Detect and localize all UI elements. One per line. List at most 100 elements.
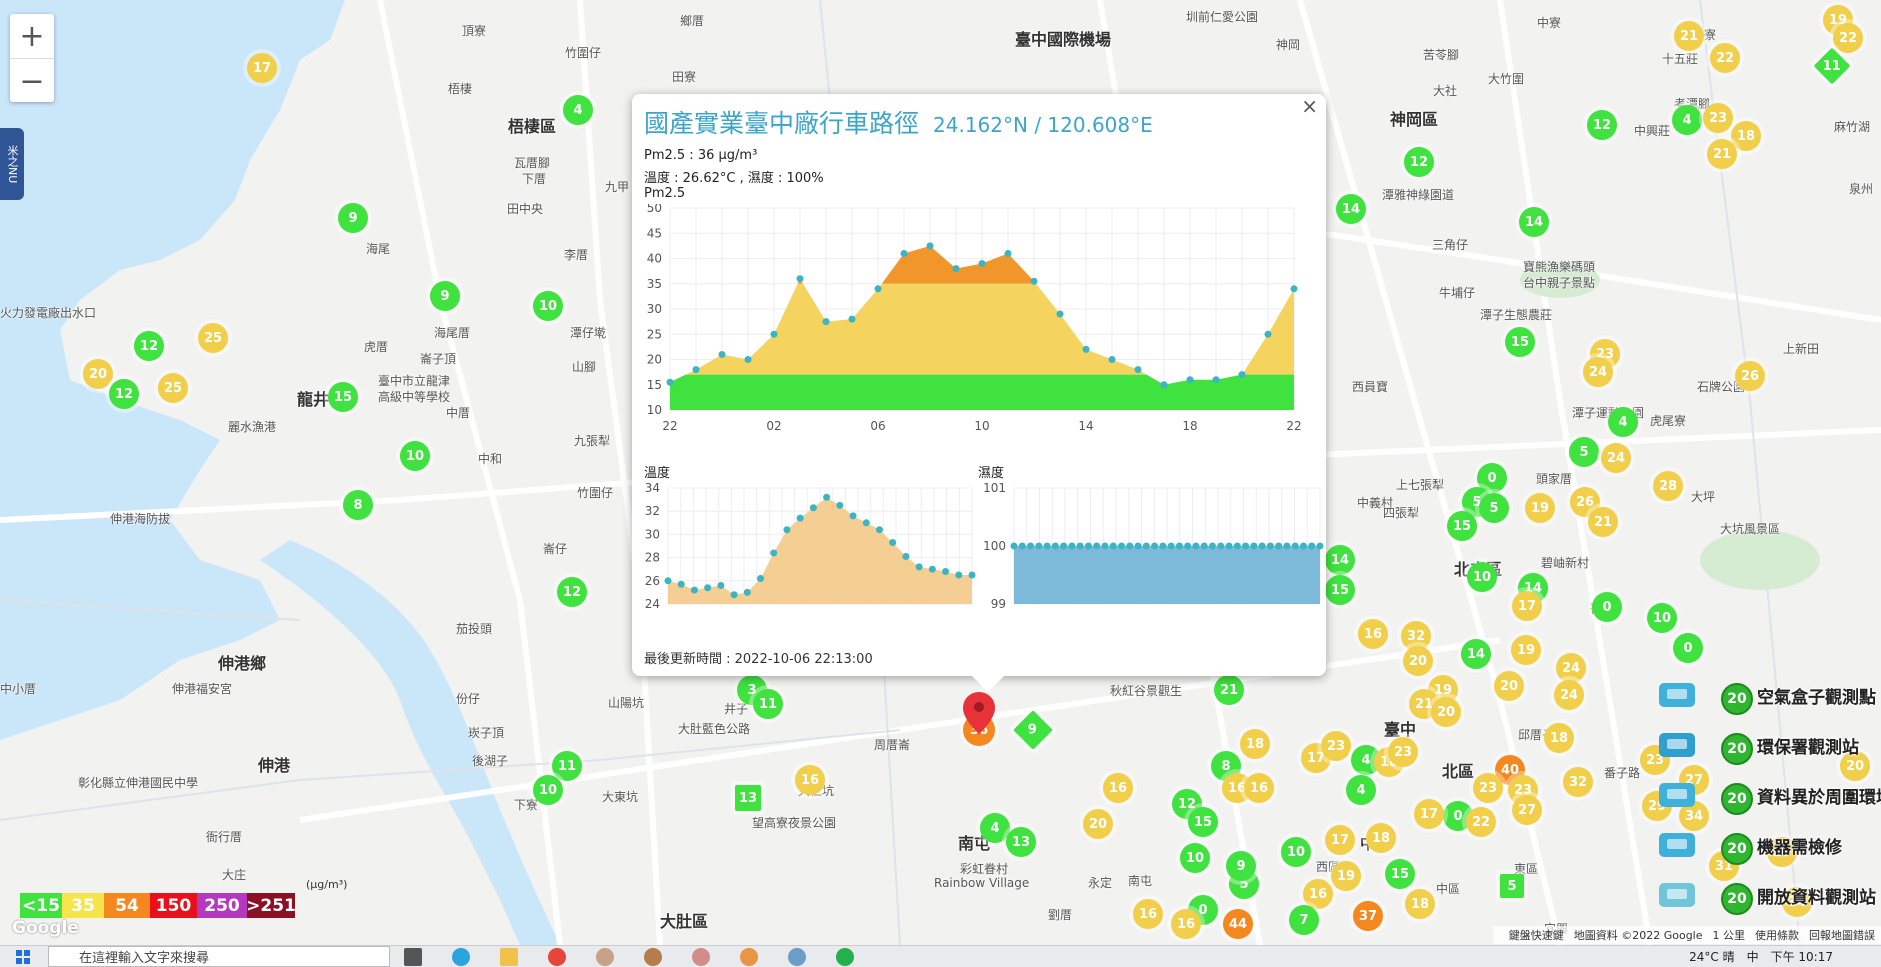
- station-marker[interactable]: 20: [1494, 671, 1524, 701]
- map[interactable]: 頂寮鄉厝臺中國際機場圳前仁愛公園中寮南雙寮十五莊考潭腳神岡苦苓腳大竹圍大社田寮竹…: [0, 0, 1881, 945]
- file-explorer-icon[interactable]: [500, 948, 518, 966]
- station-marker[interactable]: 14: [1461, 639, 1491, 669]
- station-marker[interactable]: 15: [1325, 575, 1355, 605]
- weather-status[interactable]: 24°C 晴: [1689, 950, 1735, 964]
- station-marker[interactable]: 12: [1587, 110, 1617, 140]
- attribution-item[interactable]: 回報地圖錯誤: [1809, 929, 1875, 942]
- station-marker[interactable]: 22: [1710, 43, 1740, 73]
- task-view-icon[interactable]: [404, 948, 422, 966]
- station-marker[interactable]: 5: [1500, 874, 1524, 898]
- windows-start-icon[interactable]: [16, 950, 30, 964]
- station-marker[interactable]: 32: [1563, 767, 1593, 797]
- taskbar-search-box[interactable]: 在這裡輸入文字來搜尋: [48, 946, 390, 967]
- station-marker[interactable]: 21: [1707, 139, 1737, 169]
- layer-toggle[interactable]: 20 空氣盒子觀測點: [1655, 670, 1881, 720]
- station-marker[interactable]: 9: [1226, 851, 1256, 881]
- attribution-item[interactable]: 1 公里: [1712, 929, 1746, 942]
- ime-indicator[interactable]: 中: [1746, 950, 1759, 964]
- station-marker[interactable]: 12: [557, 577, 587, 607]
- station-marker[interactable]: 22: [1466, 807, 1496, 837]
- station-marker[interactable]: 15: [1447, 511, 1477, 541]
- side-menu-tab[interactable]: 米之NU: [0, 128, 24, 200]
- station-marker[interactable]: 34: [1782, 887, 1812, 917]
- edge-icon[interactable]: [452, 948, 470, 966]
- station-marker[interactable]: 15: [1385, 859, 1415, 889]
- station-marker[interactable]: 24: [1601, 443, 1631, 473]
- station-marker[interactable]: 11: [753, 689, 783, 719]
- station-marker[interactable]: 10: [1180, 843, 1210, 873]
- station-marker[interactable]: 14: [1519, 207, 1549, 237]
- location-pin-icon[interactable]: [963, 692, 995, 734]
- station-marker[interactable]: 19: [1525, 493, 1555, 523]
- station-marker[interactable]: 12: [134, 331, 164, 361]
- station-marker[interactable]: 0: [1673, 633, 1703, 663]
- station-marker[interactable]: 16: [1103, 773, 1133, 803]
- station-marker[interactable]: 19: [1331, 861, 1361, 891]
- station-marker[interactable]: 28: [1653, 471, 1683, 501]
- station-marker[interactable]: 11: [552, 751, 582, 781]
- station-marker[interactable]: 24: [1554, 680, 1584, 710]
- station-marker[interactable]: 22: [1833, 23, 1863, 53]
- clock[interactable]: 下午 10:17: [1770, 950, 1833, 964]
- station-marker[interactable]: 20: [1403, 646, 1433, 676]
- app-icon-5[interactable]: [788, 948, 806, 966]
- station-marker[interactable]: 10: [533, 291, 563, 321]
- station-marker[interactable]: 14: [1336, 194, 1366, 224]
- station-marker[interactable]: 18: [1544, 723, 1574, 753]
- station-marker[interactable]: 21: [1214, 675, 1244, 705]
- zoom-out-button[interactable]: −: [19, 63, 45, 99]
- station-marker[interactable]: 25: [198, 323, 228, 353]
- station-marker[interactable]: 12: [109, 379, 139, 409]
- station-marker[interactable]: 9: [338, 203, 368, 233]
- app-icon-3[interactable]: [692, 948, 710, 966]
- station-marker[interactable]: 20: [83, 359, 113, 389]
- station-marker[interactable]: 24: [1583, 357, 1613, 387]
- station-marker[interactable]: 15: [1505, 327, 1535, 357]
- app-icon-1[interactable]: [596, 948, 614, 966]
- station-marker[interactable]: 25: [158, 373, 188, 403]
- station-marker[interactable]: 20: [1431, 697, 1461, 727]
- station-marker[interactable]: 17: [247, 53, 277, 83]
- spotify-icon[interactable]: [836, 948, 854, 966]
- station-marker[interactable]: 10: [533, 775, 563, 805]
- station-marker[interactable]: 4: [980, 813, 1010, 843]
- station-marker[interactable]: 20: [1083, 809, 1113, 839]
- station-marker[interactable]: 27: [1767, 837, 1797, 867]
- station-marker[interactable]: 4: [1608, 407, 1638, 437]
- station-marker[interactable]: 13: [1006, 827, 1036, 857]
- station-marker[interactable]: 16: [1171, 909, 1201, 939]
- station-marker[interactable]: 4: [1672, 105, 1702, 135]
- close-icon[interactable]: ×: [1301, 94, 1318, 118]
- station-marker[interactable]: 18: [1405, 889, 1435, 919]
- station-marker[interactable]: 10: [1281, 837, 1311, 867]
- station-marker[interactable]: 16: [1133, 899, 1163, 929]
- station-marker[interactable]: 44: [1223, 909, 1253, 939]
- station-marker[interactable]: 16: [1244, 773, 1274, 803]
- station-marker[interactable]: 13: [735, 785, 761, 811]
- station-marker[interactable]: 16: [1303, 879, 1333, 909]
- station-marker[interactable]: 18: [1366, 823, 1396, 853]
- station-marker[interactable]: 7: [1289, 905, 1319, 935]
- station-marker[interactable]: 19: [1511, 635, 1541, 665]
- station-marker[interactable]: 9: [430, 281, 460, 311]
- layer-toggle[interactable]: 20 機器需檢修: [1655, 820, 1881, 870]
- station-marker[interactable]: 10: [1467, 562, 1497, 592]
- station-marker[interactable]: 17: [1414, 799, 1444, 829]
- station-marker[interactable]: 4: [563, 95, 593, 125]
- attribution-item[interactable]: 使用條款: [1755, 929, 1799, 942]
- app-icon-4[interactable]: [740, 948, 758, 966]
- station-marker[interactable]: 23: [1703, 103, 1733, 133]
- station-marker[interactable]: 21: [1588, 507, 1618, 537]
- station-marker[interactable]: 12: [1404, 147, 1434, 177]
- station-marker[interactable]: 8: [343, 490, 373, 520]
- station-marker[interactable]: 26: [1735, 361, 1765, 391]
- station-marker[interactable]: 18: [1731, 121, 1761, 151]
- attribution-item[interactable]: 鍵盤快速鍵: [1508, 929, 1564, 942]
- station-marker[interactable]: 10: [400, 441, 430, 471]
- station-marker[interactable]: 23: [1321, 731, 1351, 761]
- station-marker[interactable]: 5: [1569, 437, 1599, 467]
- station-marker[interactable]: 15: [1188, 807, 1218, 837]
- station-marker[interactable]: 0: [1592, 592, 1622, 622]
- station-marker[interactable]: 16: [795, 765, 825, 795]
- station-marker[interactable]: 14: [1325, 545, 1355, 575]
